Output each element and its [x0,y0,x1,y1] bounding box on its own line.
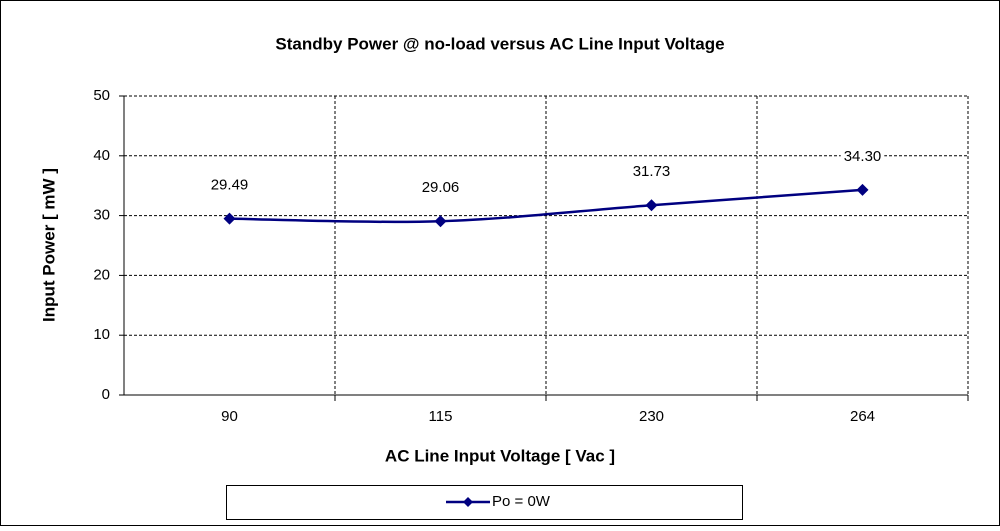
series-line [229,188,863,224]
data-label-bg [418,178,463,198]
chart-title: Standby Power @ no-load versus AC Line I… [275,34,724,53]
x-tick-label: 264 [850,408,875,425]
y-tick-label: 10 [93,326,110,343]
y-tick-label: 30 [93,207,110,224]
data-point [856,183,869,196]
y-axis-title: Input Power [ mW ] [39,168,58,322]
data-label: 31.73 [633,163,671,180]
legend-marker [463,497,473,507]
data-point [645,199,658,212]
data-label-bg [207,175,252,195]
data-label: 34.30 [844,148,882,165]
x-tick-label: 115 [429,408,453,425]
x-axis-title: AC Line Input Voltage [ Vac ] [385,446,615,465]
data-point [223,212,236,225]
data-point [434,215,447,228]
y-tick-label: 0 [102,386,110,403]
data-label-bg [840,146,885,166]
data-label: 29.06 [422,179,460,196]
x-tick-label: 90 [221,408,238,425]
x-tick-label: 230 [639,408,664,425]
legend-label: Po = 0W [492,493,551,510]
data-label-bg [629,162,674,182]
y-tick-label: 40 [93,147,110,164]
y-tick-label: 20 [93,266,110,283]
data-label: 29.49 [211,177,249,194]
y-tick-label: 50 [93,87,110,104]
